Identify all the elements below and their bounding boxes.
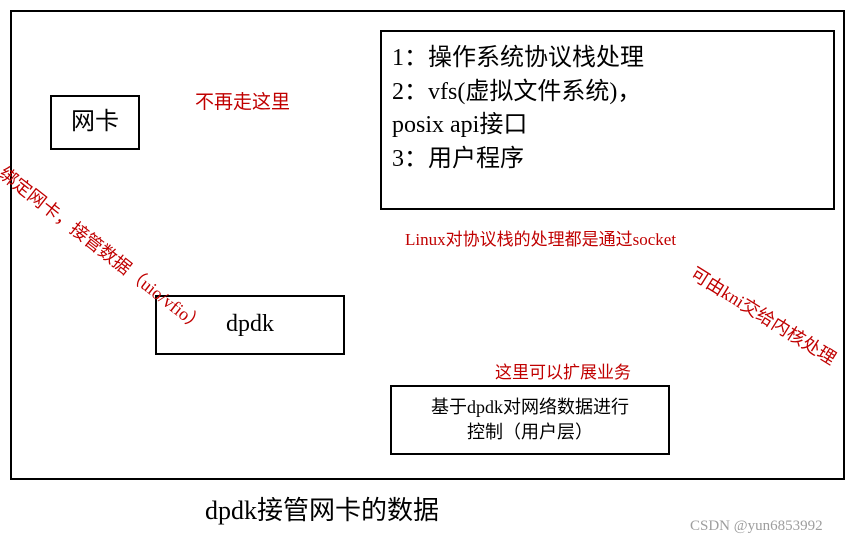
annotation-linux-socket: Linux对协议栈的处理都是通过socket <box>405 225 676 250</box>
node-nic: 网卡 <box>50 95 140 150</box>
stack-line-3: posix api接口 <box>392 109 527 143</box>
user-line-1: 基于dpdk对网络数据进行 <box>431 395 629 420</box>
annotation-extend: 这里可以扩展业务 <box>495 358 631 383</box>
stack-line-4: 3：用户程序 <box>392 143 524 177</box>
user-line-2: 控制（用户层） <box>467 420 593 445</box>
watermark: CSDN @yun6853992 <box>690 518 823 535</box>
caption: dpdk接管网卡的数据 <box>205 490 439 527</box>
node-nic-label: 网卡 <box>71 106 119 140</box>
annotation-not-here: 不再走这里 <box>195 87 290 114</box>
node-stack: 1：操作系统协议栈处理 2：vfs(虚拟文件系统)， posix api接口 3… <box>380 30 835 210</box>
stack-line-2: 2：vfs(虚拟文件系统)， <box>392 76 641 110</box>
node-dpdk-label: dpdk <box>226 308 274 342</box>
node-user: 基于dpdk对网络数据进行 控制（用户层） <box>390 385 670 455</box>
stack-line-1: 1：操作系统协议栈处理 <box>392 42 644 76</box>
diagram-canvas: 网卡 1：操作系统协议栈处理 2：vfs(虚拟文件系统)， posix api接… <box>0 0 862 541</box>
